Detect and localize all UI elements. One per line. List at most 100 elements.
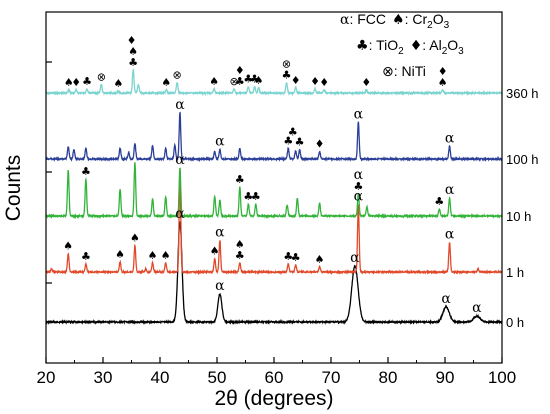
peak-annotation-tio2: ♣ — [81, 250, 91, 263]
peak-annotation-fcc: α — [472, 300, 482, 316]
legend-cr2o3-sub2: 3 — [444, 20, 450, 31]
x-tick-label-100: 100 — [488, 368, 516, 387]
peak-annotation-fcc: α — [350, 250, 360, 266]
peak-annotation-cr2o3: ♠ — [148, 249, 158, 262]
series-line-1-h — [45, 170, 503, 276]
peak-annotation-fcc: α — [354, 106, 364, 122]
peak-annotation-cr2o3: ♠ — [315, 253, 325, 266]
x-axis: 20 30 40 50 60 70 80 90 100 — [37, 357, 516, 387]
x-tick-label-90: 90 — [436, 368, 455, 387]
peak-annotation-tio2: ♣ — [235, 75, 245, 88]
legend-row-1: α: FCC ♠: Cr2O3 — [340, 11, 450, 31]
peak-annotation-al2o3: ♦ — [71, 76, 81, 89]
peak-annotation-cr2o3: ♠ — [115, 248, 125, 261]
peak-annotation-al2o3: ♦ — [291, 74, 301, 87]
x-tick-label-60: 60 — [265, 368, 284, 387]
series-label-360-h: 360 h — [506, 86, 539, 101]
peak-annotation-tio2: ♣ — [250, 73, 260, 86]
peak-annotation-cr2o3: ♠ — [209, 75, 219, 88]
peak-annotation-tio2: ♣ — [243, 190, 253, 203]
peak-annotation-tio2: ♣ — [251, 190, 261, 203]
peak-annotation-niti: ⊗ — [172, 69, 181, 82]
peak-annotation-cr2o3: ♠ — [235, 238, 245, 251]
x-tick-label-80: 80 — [379, 368, 398, 387]
peak-annotation-tio2: ♣ — [282, 69, 292, 82]
legend-tio2-sub: 2 — [398, 46, 404, 57]
legend-row-2: ♣: TiO2 ♦: Al2O3 — [356, 37, 464, 57]
peak-annotation-tio2: ♣ — [243, 73, 253, 86]
peak-annotation-fcc: α — [175, 206, 185, 222]
legend-al2o3-text: : Al — [422, 37, 441, 53]
legend-tio2-text: : TiO — [369, 37, 399, 53]
legend-cr2o3-symbol: ♠ — [392, 12, 405, 28]
peak-annotation-fcc: α — [175, 152, 185, 168]
legend: α: FCC ♠: Cr2O3 ♣: TiO2 ♦: Al2O3 ⊗: NiTi — [340, 11, 464, 80]
series-line-10-h — [45, 162, 503, 220]
plot-frame — [45, 11, 503, 364]
x-tick-label-20: 20 — [37, 368, 56, 387]
legend-niti-text: : NiTi — [394, 63, 426, 79]
peak-annotation-al2o3: ♦ — [235, 64, 245, 77]
peak-annotation-fcc: α — [354, 189, 364, 205]
series-label-0-h: 0 h — [506, 315, 524, 330]
legend-al2o3-text-b: O — [447, 37, 458, 53]
peak-annotation-fcc: α — [441, 291, 451, 307]
peak-annotation-fcc: α — [215, 134, 225, 150]
peak-annotation-tio2: ♣ — [353, 180, 363, 193]
peak-annotation-tio2: ♣ — [81, 165, 91, 178]
legend-cr2o3-text-b: O — [433, 11, 444, 27]
peak-annotation-al2o3: ♦ — [438, 65, 448, 78]
legend-al2o3-sub2: 3 — [458, 46, 464, 57]
peak-annotation-fcc: α — [175, 97, 185, 113]
peak-annotation-cr2o3: ♠ — [64, 76, 74, 89]
x-tick-label-40: 40 — [151, 368, 170, 387]
peak-annotation-tio2: ♣ — [291, 251, 301, 264]
peak-annotation-cr2o3: ♠ — [130, 232, 140, 245]
series-label-100-h: 100 h — [506, 152, 539, 167]
peak-annotation-tio2: ♣ — [434, 195, 444, 208]
x-tick-label-50: 50 — [208, 368, 227, 387]
x-axis-title: 2θ (degrees) — [214, 387, 333, 410]
peak-annotation-niti: ⊗ — [229, 75, 238, 88]
peak-annotation-tio2: ♣ — [288, 126, 298, 139]
peak-annotation-tio2: ♣ — [283, 135, 293, 148]
series-label-1-h: 1 h — [506, 265, 524, 280]
peak-annotation-al2o3: ♦ — [310, 75, 320, 88]
peak-annotation-cr2o3: ♠ — [161, 76, 171, 89]
peak-annotation-cr2o3: ♠ — [210, 245, 220, 258]
y-axis-ticks — [46, 61, 52, 284]
peak-annotation-tio2: ♣ — [128, 56, 138, 69]
peak-annotation-tio2: ♣ — [295, 136, 305, 149]
peak-annotation-cr2o3: ♠ — [254, 74, 264, 87]
legend-row-3: ⊗: NiTi — [382, 63, 426, 80]
peak-annotation-tio2: ♣ — [235, 173, 245, 186]
peak-annotation-cr2o3: ♠ — [438, 76, 448, 89]
peak-annotation-fcc: α — [445, 226, 455, 242]
legend-tio2-symbol: ♣ — [356, 38, 369, 54]
y-axis-title: Counts — [2, 155, 25, 222]
peak-annotation-cr2o3: ♠ — [113, 77, 123, 90]
peak-annotation-cr2o3: ♠ — [161, 249, 171, 262]
peak-annotation-cr2o3: ♠ — [63, 240, 73, 253]
peak-annotation-al2o3: ♦ — [315, 138, 325, 151]
legend-fcc-symbol: α — [340, 12, 350, 28]
peak-annotation-al2o3: ♦ — [127, 34, 137, 47]
peak-annotation-fcc: α — [445, 130, 455, 146]
peak-annotation-fcc: α — [215, 278, 225, 294]
peak-annotation-al2o3: ♦ — [361, 76, 371, 89]
legend-al2o3-symbol: ♦ — [410, 38, 423, 54]
peak-annotation-tio2: ♣ — [82, 75, 92, 88]
peak-annotation-fcc: α — [215, 224, 225, 240]
legend-niti-symbol: ⊗ — [382, 64, 394, 80]
peak-annotation-tio2: ♣ — [283, 250, 293, 263]
x-tick-label-70: 70 — [322, 368, 341, 387]
x-tick-label-30: 30 — [94, 368, 113, 387]
series-line-0-h — [45, 221, 503, 326]
series-label-10-h: 10 h — [506, 209, 531, 224]
legend-al2o3-sub1: 2 — [442, 46, 448, 57]
series-layer — [45, 68, 503, 326]
peak-annotation-al2o3: ♦ — [319, 76, 329, 89]
peak-annotation-cr2o3: ♠ — [128, 45, 138, 58]
